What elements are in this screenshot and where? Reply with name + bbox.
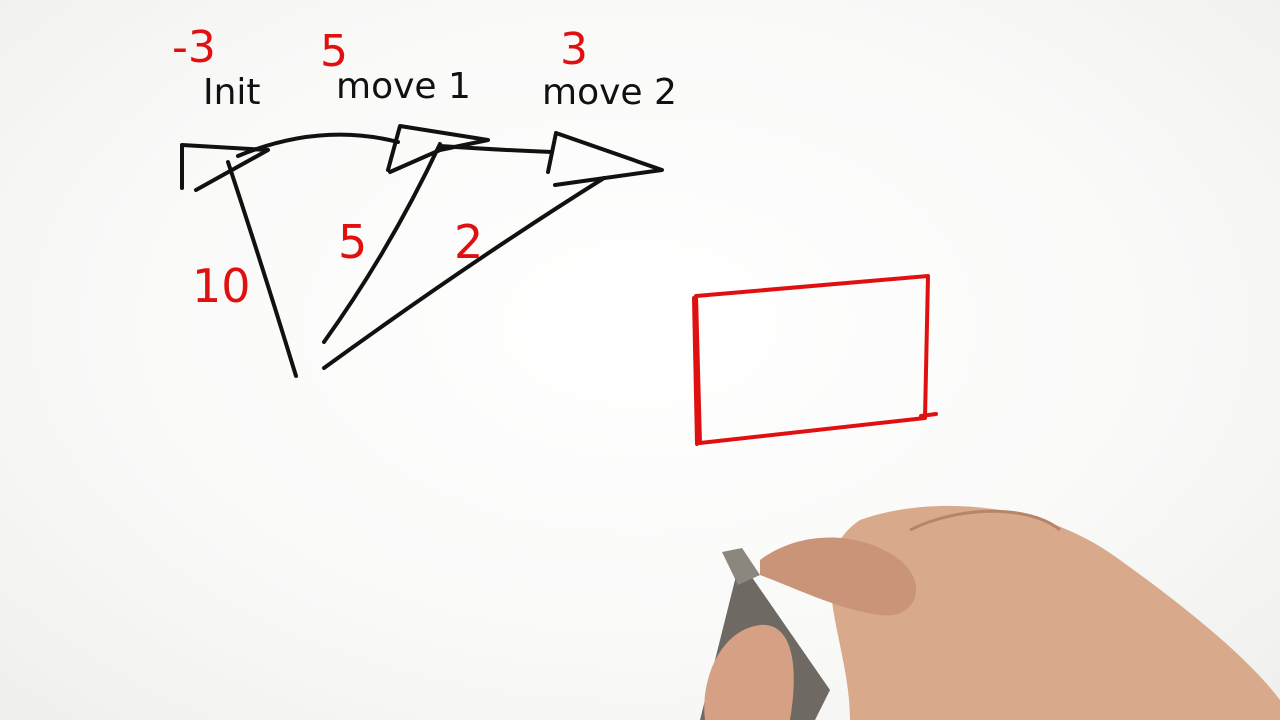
matrix-box bbox=[694, 274, 930, 445]
measurement-line-move2 bbox=[322, 176, 606, 370]
matrix-box-tick bbox=[919, 412, 938, 418]
edge-init-value: 10 bbox=[192, 259, 251, 313]
measurement-line-init bbox=[226, 160, 298, 378]
hand-with-marker bbox=[700, 505, 1280, 720]
move2-value: 3 bbox=[560, 24, 588, 75]
init-label: Init bbox=[203, 72, 261, 113]
matrix-box-edge bbox=[692, 296, 699, 446]
motion-arc-move1-move2 bbox=[438, 144, 554, 154]
edge-move2-value: 2 bbox=[454, 215, 483, 269]
move1-value: 5 bbox=[320, 26, 348, 77]
edge-move1-value: 5 bbox=[338, 215, 367, 269]
init-value: -3 bbox=[172, 22, 216, 73]
move1-label: move 1 bbox=[336, 66, 471, 107]
motion-arc-init-move1 bbox=[236, 132, 400, 158]
measurement-line-move1 bbox=[322, 142, 442, 344]
move2-label: move 2 bbox=[542, 72, 677, 113]
init-node-shape bbox=[180, 143, 270, 192]
